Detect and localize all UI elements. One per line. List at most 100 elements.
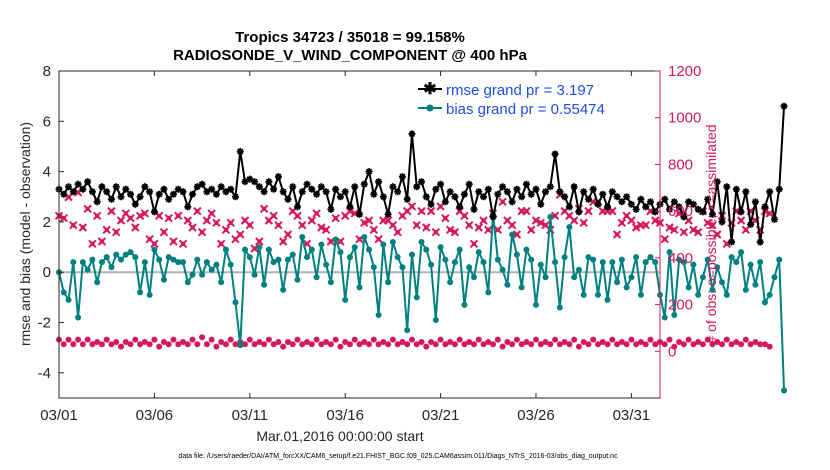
bias-point [532, 301, 539, 308]
obs-possible-point [451, 341, 458, 348]
obs-assimilated-point [269, 211, 278, 221]
bias-point [327, 279, 334, 286]
y-right-tick-label: 0 [668, 343, 676, 360]
bias-point [413, 294, 420, 301]
bias-point [494, 256, 501, 263]
obs-assimilated-point [274, 220, 283, 230]
bias-point [299, 234, 306, 241]
obs-assimilated-point [112, 227, 121, 237]
rmse-point [165, 195, 173, 203]
bias-point [614, 279, 621, 286]
obs-possible-point [146, 341, 153, 348]
bias-point [342, 296, 349, 303]
obs-possible-point [447, 338, 454, 345]
obs-assimilated-point [388, 220, 398, 230]
obs-possible-point [60, 341, 67, 348]
bias-point [98, 259, 105, 266]
obs-assimilated-point [536, 218, 545, 228]
obs-possible-point [404, 341, 411, 348]
bias-point [709, 286, 716, 293]
bias-point [251, 271, 258, 278]
bias-point [65, 296, 72, 303]
rmse-point [575, 208, 583, 216]
obs-assimilated-point [197, 227, 207, 237]
bias-point [523, 246, 530, 253]
obs-possible-point [695, 338, 702, 345]
obs-possible-point [761, 341, 768, 348]
rmse-point [737, 208, 745, 216]
obs-possible-point [470, 341, 477, 348]
obs-possible-point [98, 341, 105, 348]
rmse-point [661, 195, 669, 203]
bias-point [518, 284, 525, 291]
obs-assimilated-point [422, 223, 431, 232]
x-tick-label: 03/26 [517, 407, 555, 424]
obs-assimilated-point [159, 227, 169, 237]
rmse-point [150, 208, 158, 216]
chart-title-line2: RADIOSONDE_V_WIND_COMPONENT @ 400 hPa [173, 47, 528, 64]
legend-rmse-label: rmse grand pr = 3.197 [446, 82, 594, 99]
rmse-point [160, 185, 168, 193]
obs-possible-point [528, 341, 535, 348]
rmse-point [632, 205, 640, 213]
rmse-point [675, 203, 683, 211]
rmse-point [365, 168, 373, 176]
obs-assimilated-point [202, 216, 212, 225]
rmse-point [680, 213, 688, 221]
rmse-point [713, 178, 721, 186]
obs-assimilated-point [407, 202, 417, 211]
bias-point [719, 279, 726, 286]
obs-possible-point [571, 336, 578, 343]
obs-possible-point [518, 341, 525, 348]
obs-possible-point [523, 338, 530, 345]
obs-assimilated-point [522, 206, 531, 216]
obs-assimilated-point [579, 218, 588, 228]
obs-assimilated-point [102, 225, 111, 235]
bias-point [146, 291, 153, 298]
bias-point [466, 264, 473, 271]
obs-possible-point [490, 341, 497, 348]
obs-possible-point [738, 341, 745, 348]
bias-point [690, 261, 697, 268]
obs-assimilated-point [116, 216, 126, 225]
rmse-point [446, 188, 454, 196]
bias-point [475, 249, 482, 256]
rmse-point [456, 203, 464, 211]
bias-point [461, 301, 468, 308]
obs-possible-point [299, 341, 306, 348]
obs-assimilated-point [317, 223, 326, 232]
obs-assimilated-point [178, 239, 188, 249]
obs-possible-point [456, 336, 463, 343]
obs-possible-point [661, 341, 668, 348]
rmse-point [780, 102, 788, 110]
rmse-point [79, 185, 87, 193]
rmse-point [394, 188, 402, 196]
obs-assimilated-point [460, 211, 469, 221]
obs-assimilated-point [107, 206, 116, 216]
bias-point [637, 291, 644, 298]
rmse-point [308, 185, 316, 193]
rmse-point [747, 220, 755, 228]
rmse-point [336, 193, 344, 201]
bias-point [275, 256, 282, 263]
rmse-point [227, 185, 235, 193]
obs-assimilated-point [431, 227, 441, 237]
obs-possible-point [118, 343, 125, 350]
y-right-tick-label: 1200 [668, 63, 701, 80]
rmse-point [561, 193, 569, 201]
y-axis-left: -4 -2 0 2 4 6 8 [38, 63, 64, 382]
bias-point [585, 254, 592, 261]
obs-possible-point [327, 341, 334, 348]
bias-point [418, 239, 425, 246]
obs-assimilated-point [216, 239, 226, 249]
x-axis-label: Mar.01,2016 00:00:00 start [256, 428, 423, 444]
obs-possible-point [251, 341, 258, 348]
obs-possible-point [614, 341, 621, 348]
bias-point [370, 264, 377, 271]
bias-point [604, 296, 611, 303]
obs-possible-point [94, 338, 101, 345]
bias-point [180, 259, 187, 266]
obs-assimilated-point [374, 234, 383, 244]
bias-point [633, 254, 640, 261]
rmse-point [594, 200, 602, 208]
